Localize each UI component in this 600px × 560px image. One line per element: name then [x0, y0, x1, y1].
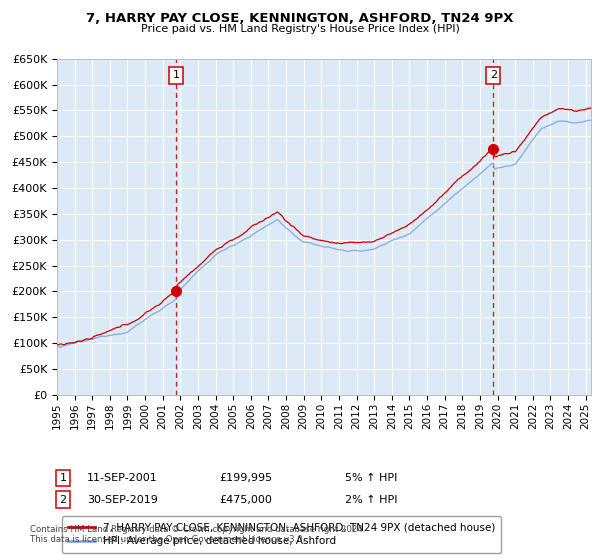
Text: 1: 1 — [59, 473, 67, 483]
Legend: 7, HARRY PAY CLOSE, KENNINGTON, ASHFORD, TN24 9PX (detached house), HPI: Average: 7, HARRY PAY CLOSE, KENNINGTON, ASHFORD,… — [62, 516, 502, 553]
Text: 7, HARRY PAY CLOSE, KENNINGTON, ASHFORD, TN24 9PX: 7, HARRY PAY CLOSE, KENNINGTON, ASHFORD,… — [86, 12, 514, 25]
Text: 2: 2 — [490, 71, 497, 80]
Text: £475,000: £475,000 — [219, 494, 272, 505]
Text: 2: 2 — [59, 494, 67, 505]
Text: Contains HM Land Registry data © Crown copyright and database right 2024.
This d: Contains HM Land Registry data © Crown c… — [30, 525, 365, 544]
Text: 5% ↑ HPI: 5% ↑ HPI — [345, 473, 397, 483]
Text: 11-SEP-2001: 11-SEP-2001 — [87, 473, 158, 483]
Text: £199,995: £199,995 — [219, 473, 272, 483]
Text: Price paid vs. HM Land Registry's House Price Index (HPI): Price paid vs. HM Land Registry's House … — [140, 24, 460, 34]
Text: 2% ↑ HPI: 2% ↑ HPI — [345, 494, 398, 505]
Text: 30-SEP-2019: 30-SEP-2019 — [87, 494, 158, 505]
Text: 1: 1 — [172, 71, 179, 80]
